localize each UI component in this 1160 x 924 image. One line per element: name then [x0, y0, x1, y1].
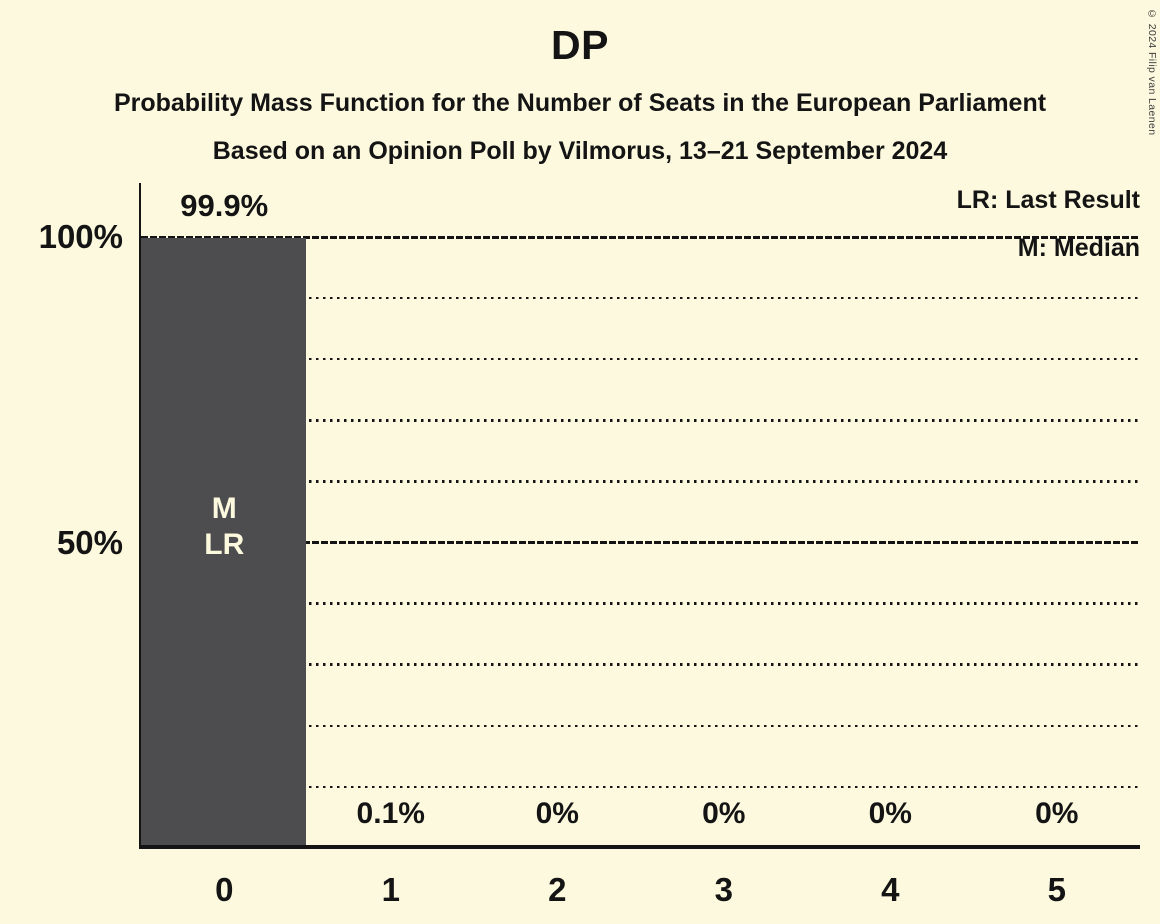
x-axis-label-1: 1	[381, 871, 400, 908]
minor-gridline-80pct	[141, 357, 1140, 361]
y-axis-label-100: 100%	[38, 218, 123, 255]
page-title: DP	[551, 22, 609, 68]
legend-last-result: LR: Last Result	[956, 186, 1140, 214]
x-axis-label-3: 3	[714, 871, 733, 908]
major-gridline-100pct	[141, 235, 1140, 239]
minor-gridline-70pct	[141, 419, 1140, 422]
minor-gridline-20pct	[141, 724, 1140, 728]
major-gridline-50pct	[141, 541, 1140, 544]
legend-median: M: Median	[1017, 234, 1140, 262]
bar-annotation-median-lastresult: M LR	[204, 492, 245, 561]
minor-gridline-40pct	[141, 602, 1140, 605]
minor-gridline-10pct	[141, 785, 1140, 789]
bar-value-label-1: 0.1%	[356, 797, 425, 830]
bar-value-label-2: 0%	[535, 797, 579, 830]
x-axis-label-0: 0	[215, 871, 234, 908]
minor-gridline-60pct	[141, 480, 1140, 483]
x-axis-label-2: 2	[548, 871, 567, 908]
minor-gridline-30pct	[141, 663, 1140, 666]
minor-gridline-90pct	[141, 296, 1140, 300]
bar-value-label-5: 0%	[1035, 797, 1079, 830]
bar-value-label-0: 99.9%	[180, 187, 269, 223]
copyright-notice: © 2024 Filip van Laenen	[1146, 8, 1158, 136]
bar-value-label-4: 0%	[868, 797, 912, 830]
y-axis-label-50: 50%	[56, 523, 123, 561]
bar-seats-0	[141, 237, 306, 846]
poll-details: Based on an Opinion Poll by Vilmorus, 13…	[212, 137, 948, 165]
x-axis-line	[138, 845, 1140, 849]
x-axis-label-4: 4	[881, 871, 900, 908]
chart-subtitle: Probability Mass Function for the Number…	[113, 89, 1047, 117]
y-axis-line	[138, 183, 141, 849]
bar-value-label-3: 0%	[702, 797, 746, 830]
x-axis-label-5: 5	[1047, 871, 1066, 908]
